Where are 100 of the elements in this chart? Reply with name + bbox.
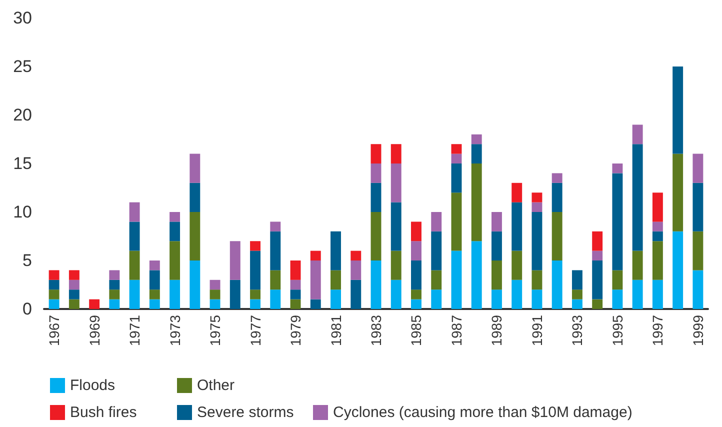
- bar: [350, 250, 362, 260]
- bar: [330, 231, 341, 270]
- legend-label: Bush fires: [70, 404, 137, 421]
- bar: [532, 192, 542, 202]
- bar: [552, 212, 562, 260]
- x-tick-label: 1969: [86, 314, 102, 346]
- bar: [411, 222, 422, 242]
- x-tick-label: 1985: [408, 314, 424, 346]
- y-tick-label: 15: [13, 154, 32, 173]
- legend-label: Severe storms: [197, 404, 294, 421]
- bar: [290, 260, 301, 280]
- x-tick-label: 1993: [569, 314, 586, 346]
- bar: [512, 250, 522, 280]
- bar: [149, 260, 160, 270]
- bar: [290, 280, 301, 290]
- bar: [390, 164, 402, 202]
- bar: [48, 270, 60, 280]
- bar: [471, 241, 482, 309]
- bar: [451, 164, 462, 193]
- bar: [129, 250, 140, 280]
- legend-label: Cyclones (causing more than $10M damage): [333, 404, 632, 421]
- bar: [652, 241, 663, 280]
- bar: [672, 231, 684, 309]
- x-tick-label: 1975: [207, 314, 224, 346]
- bar: [491, 260, 502, 290]
- bar: [552, 182, 562, 212]
- bar: [170, 222, 180, 242]
- bar: [471, 134, 482, 144]
- bar: [692, 231, 704, 270]
- bar: [632, 250, 643, 280]
- bar: [512, 280, 522, 309]
- bar: [592, 231, 603, 251]
- bar: [612, 290, 623, 309]
- bar: [109, 270, 120, 280]
- bar: [431, 231, 442, 270]
- bar: [411, 299, 422, 309]
- y-tick-label: 10: [13, 202, 32, 222]
- legend-label: Floods: [70, 377, 116, 394]
- bar: [431, 290, 442, 309]
- bar: [572, 299, 582, 309]
- bar: [109, 299, 120, 309]
- bar: [672, 66, 684, 154]
- bar: [491, 212, 502, 232]
- bar: [129, 222, 140, 251]
- x-tick-label: 1977: [247, 314, 264, 346]
- bar: [390, 144, 402, 164]
- x-tick-label: 1981: [328, 314, 344, 346]
- bar: [471, 144, 482, 164]
- bar: [170, 212, 180, 222]
- bar: [149, 290, 160, 300]
- bar: [270, 222, 281, 232]
- bar: [431, 270, 442, 290]
- bar: [290, 299, 301, 309]
- bar: [109, 280, 120, 290]
- bar: [310, 260, 321, 300]
- x-tick-label: 1971: [126, 314, 143, 346]
- bar: [68, 299, 80, 309]
- bar: [692, 154, 704, 183]
- bar: [68, 280, 80, 290]
- bar: [109, 290, 120, 300]
- bar: [48, 299, 60, 309]
- bar: [652, 192, 663, 222]
- bar: [230, 241, 240, 280]
- x-tick-label: 1973: [166, 314, 183, 346]
- bar: [370, 212, 382, 260]
- bar: [652, 280, 663, 309]
- bar: [552, 260, 562, 309]
- x-tick-label: 1997: [650, 314, 666, 346]
- bar: [592, 299, 603, 309]
- bar: [370, 144, 382, 164]
- x-tick-label: 1987: [448, 314, 464, 346]
- bar: [572, 270, 582, 290]
- bar: [431, 212, 442, 232]
- bar: [532, 290, 542, 309]
- bar: [48, 290, 60, 300]
- bar: [290, 290, 301, 300]
- bar: [390, 250, 402, 280]
- bar: [411, 260, 422, 290]
- bar: [250, 290, 261, 300]
- bar: [210, 280, 220, 290]
- bar: [230, 280, 240, 309]
- bar: [149, 270, 160, 290]
- bar: [652, 222, 663, 232]
- bar: [451, 250, 462, 309]
- bar: [270, 270, 281, 290]
- y-tick-label: 20: [13, 106, 32, 124]
- bar: [250, 250, 261, 290]
- bar: [491, 290, 502, 309]
- bar: [612, 270, 623, 290]
- bar: [411, 241, 422, 260]
- bar: [692, 182, 704, 232]
- bar: [532, 212, 542, 270]
- bar: [390, 280, 402, 309]
- bar: [411, 290, 422, 300]
- bar: [672, 154, 684, 232]
- bar: [210, 299, 220, 309]
- bar: [612, 164, 623, 174]
- bar: [512, 202, 522, 251]
- x-tick-label: 1995: [609, 314, 626, 346]
- bar: [210, 290, 220, 300]
